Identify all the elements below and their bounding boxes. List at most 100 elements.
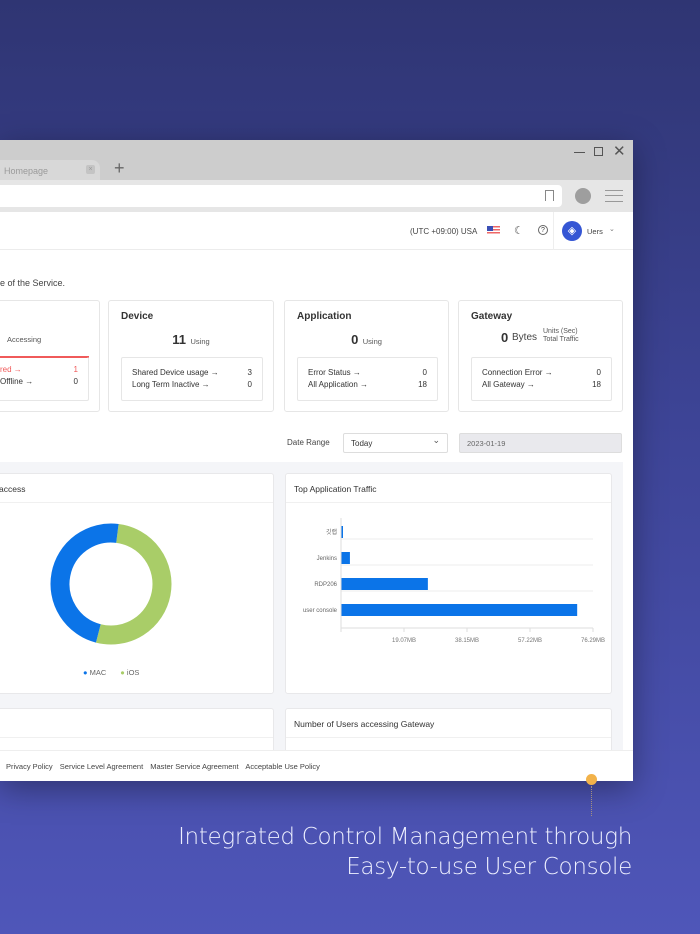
device-unit: Using	[190, 337, 210, 346]
callout-dot	[586, 774, 597, 785]
bar-label: 깃랩	[326, 528, 337, 536]
stat-label: All Gateway →	[482, 380, 535, 389]
footer-link-sla[interactable]: Service Level Agreement	[59, 762, 144, 771]
close-icon[interactable]: ✕	[613, 143, 626, 160]
application-card: Application 0 Using Error Status → 0 All …	[284, 300, 449, 412]
legend-item-mac[interactable]: ● MAC	[83, 668, 107, 677]
date-range-value: Today	[351, 439, 373, 448]
x-tick-label: 76.29MB	[581, 638, 605, 644]
gateway-unit: Bytes	[512, 332, 538, 343]
title-bar: Homepage × + ✕	[0, 140, 633, 180]
stat-value: 18	[418, 380, 427, 389]
device-count: 11	[172, 332, 187, 347]
stat-label: red →	[0, 365, 22, 374]
stat-row[interactable]: red → 1	[0, 365, 78, 374]
dark-mode-moon-icon[interactable]: ☾	[514, 225, 524, 237]
legend-label: iOS	[126, 668, 140, 677]
stat-row[interactable]: All Gateway → 18	[482, 380, 601, 389]
tab-close-icon[interactable]: ×	[86, 165, 95, 174]
timezone-selector[interactable]: (UTC +09:00) USA	[410, 227, 478, 236]
footer-link-privacy[interactable]: Privacy Policy	[6, 762, 53, 771]
x-tick-label: 19.07MB	[392, 638, 416, 644]
date-input[interactable]: 2023-01-19	[459, 433, 622, 453]
avatar: ◈	[562, 221, 582, 241]
user-card: Accessing red → 1 Offline → 0	[0, 300, 100, 412]
x-tick-label: 57.22MB	[518, 638, 542, 644]
app-header: (UTC +09:00) USA ☾ ? ◈ Uers ⌄	[0, 212, 633, 250]
gateway-note-total: Total Traffic	[543, 336, 579, 343]
donut-slice-ios[interactable]	[95, 523, 172, 645]
date-range-select[interactable]: Today ⌄	[343, 433, 448, 453]
chevron-down-icon: ⌄	[432, 435, 440, 445]
bar[interactable]	[341, 552, 350, 564]
panel-title: Top Application Traffic	[294, 484, 377, 494]
restore-icon[interactable]	[594, 147, 603, 156]
gateway-traffic: 0	[501, 330, 509, 345]
browser-window: Homepage × + ✕ (UTC +09:00) USA ☾ ? ◈ Ue…	[0, 140, 633, 781]
stat-row[interactable]: All Application → 18	[308, 380, 427, 389]
stat-label: Error Status →	[308, 368, 361, 377]
help-icon[interactable]: ?	[538, 225, 548, 235]
bar-label: RDP206	[314, 582, 337, 588]
footer-link-msa[interactable]: Master Service Agreement	[150, 762, 239, 771]
donut-slice-mac[interactable]	[50, 523, 119, 643]
x-tick-label: 38.15MB	[455, 638, 479, 644]
bar-chart: 깃랩 Jenkins RDP206 user console 19.07MB 38.15M…	[303, 518, 605, 644]
footer-link-aup[interactable]: Acceptable Use Policy	[245, 762, 320, 771]
bar[interactable]	[341, 578, 428, 590]
us-flag-icon[interactable]	[487, 226, 500, 235]
device-card: Device 11 Using Shared Device usage → 3 L…	[108, 300, 274, 412]
stat-value: 18	[592, 380, 601, 389]
device-stats: Shared Device usage → 3 Long Term Inactiv…	[121, 357, 263, 401]
stat-label: Long Term Inactive →	[132, 380, 210, 389]
gateway-note-units: Units (Sec)	[543, 328, 578, 335]
callout-line	[591, 786, 592, 816]
card-title: Application	[297, 311, 352, 322]
stat-row[interactable]: Error Status → 0	[308, 368, 427, 377]
bar[interactable]	[341, 526, 343, 538]
date-value: 2023-01-19	[467, 439, 506, 448]
panel-title: Number of Users accessing Gateway	[294, 719, 435, 729]
application-stats: Error Status → 0 All Application → 18	[297, 357, 438, 401]
legend-label: MAC	[89, 668, 107, 677]
tab-title: Homepage	[4, 166, 49, 176]
stat-value: 0	[422, 368, 427, 377]
profile-icon[interactable]	[575, 188, 591, 204]
stat-value: 0	[73, 377, 78, 386]
stat-label: All Application →	[308, 380, 369, 389]
menu-icon[interactable]	[605, 190, 623, 202]
user-stats: red → 1 Offline → 0	[0, 357, 89, 401]
gateway-card: Gateway 0 Bytes Units (Sec) Total Traffi…	[458, 300, 623, 412]
address-bar-row	[0, 180, 633, 212]
dashboard-content: e of the Service. Accessing red → 1 Offli…	[0, 250, 633, 781]
browser-tab[interactable]: Homepage ×	[0, 160, 100, 180]
new-tab-button[interactable]: +	[114, 158, 125, 178]
page-description: e of the Service.	[0, 278, 66, 288]
application-count: 0	[351, 332, 359, 347]
charts-area: access ● MAC ● iOS Top Application Traff…	[0, 462, 623, 781]
card-title: Device	[121, 311, 154, 322]
stat-row[interactable]: Offline → 0	[0, 377, 78, 386]
legend-item-ios[interactable]: ● iOS	[120, 668, 140, 677]
bar[interactable]	[341, 604, 578, 616]
stat-value: 3	[247, 368, 252, 377]
stat-row[interactable]: Long Term Inactive → 0	[132, 380, 252, 389]
header-divider	[553, 212, 554, 250]
stat-label: Shared Device usage →	[132, 368, 219, 377]
bookmark-icon[interactable]	[545, 190, 554, 201]
stat-label: Connection Error →	[482, 368, 553, 377]
panel-title: access	[0, 484, 26, 494]
stat-label: Offline →	[0, 377, 34, 386]
stat-row[interactable]: Connection Error → 0	[482, 368, 601, 377]
url-input[interactable]	[0, 185, 562, 207]
minimize-icon[interactable]	[574, 152, 585, 153]
date-range-label: Date Range	[287, 438, 330, 447]
application-unit: Using	[362, 337, 382, 346]
bar-label: Jenkins	[317, 556, 337, 562]
donut-legend: ● MAC ● iOS	[83, 668, 139, 677]
stat-row[interactable]: Shared Device usage → 3	[132, 368, 252, 377]
danger-bar	[0, 356, 89, 358]
chevron-down-icon: ⌄	[609, 226, 615, 233]
user-menu[interactable]: ◈ Uers ⌄	[562, 221, 622, 241]
access-donut-panel: access ● MAC ● iOS	[0, 473, 274, 694]
